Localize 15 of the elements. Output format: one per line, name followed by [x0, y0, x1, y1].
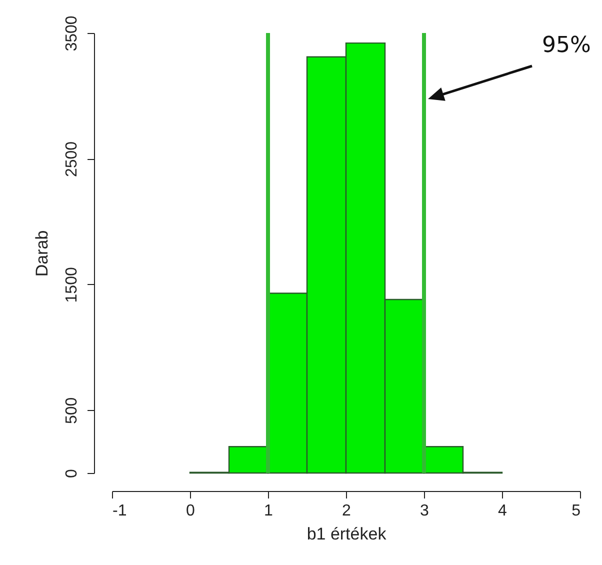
x-tick-label: 5: [572, 502, 581, 520]
y-tick-label: 0: [64, 468, 80, 478]
x-axis-title: b1 értékek: [306, 524, 387, 544]
y-axis-title: Darab: [32, 230, 52, 277]
x-tick-label: 3: [420, 502, 430, 520]
y-tick-label: 1500: [64, 267, 80, 303]
x-tick-label: 4: [498, 502, 508, 520]
x-tick-label: 0: [186, 502, 196, 520]
annotation: 95%: [542, 33, 591, 58]
x-tick-label: 2: [342, 502, 352, 520]
x-tick-label: -1: [112, 502, 127, 520]
y-tick-label: 500: [64, 397, 80, 424]
x-tick-label: 1: [264, 502, 274, 520]
y-tick-label: 2500: [64, 141, 80, 178]
y-tick-label: 3500: [64, 16, 80, 52]
